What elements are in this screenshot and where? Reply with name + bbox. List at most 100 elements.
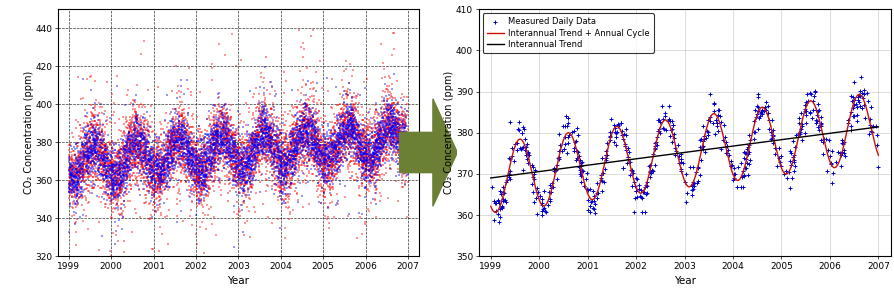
Point (296, 147, 310, 152)
Point (89, 112, 103, 117)
Point (235, 170, 249, 175)
Point (153, 172, 167, 177)
Point (127, 127, 141, 132)
Point (157, 164, 172, 169)
Point (71, 185, 85, 189)
Point (353, 155, 367, 160)
Point (392, 134, 406, 139)
Measured Daily Data (685, 165, 699, 170)
Point (145, 193, 159, 198)
Point (326, 151, 341, 156)
Point (128, 157, 142, 162)
Point (296, 153, 310, 158)
Point (74, 169, 89, 174)
Point (350, 154, 365, 159)
Point (100, 171, 114, 176)
Point (190, 155, 204, 160)
Point (343, 115, 358, 120)
Measured Daily Data (652, 127, 666, 131)
Point (237, 147, 251, 152)
Point (262, 122, 276, 127)
Point (311, 145, 325, 150)
Point (174, 136, 189, 141)
Point (70, 167, 84, 172)
Point (205, 149, 219, 154)
Point (139, 151, 153, 156)
Point (126, 141, 140, 146)
Point (227, 143, 241, 148)
Point (357, 130, 371, 135)
Point (209, 129, 224, 134)
Point (183, 171, 198, 176)
Point (372, 145, 386, 150)
Point (394, 145, 409, 150)
Point (73, 162, 88, 167)
Point (345, 113, 359, 118)
Point (218, 102, 232, 107)
Point (388, 124, 402, 129)
Point (348, 145, 362, 150)
Point (376, 124, 391, 129)
Point (182, 193, 197, 198)
Point (156, 159, 171, 164)
Point (62, 155, 76, 160)
Point (291, 136, 306, 141)
Point (344, 117, 358, 122)
Point (163, 138, 177, 143)
Point (364, 174, 378, 179)
Point (372, 127, 386, 132)
Point (239, 129, 253, 134)
Point (116, 191, 131, 196)
Point (267, 138, 282, 143)
Point (63, 167, 77, 171)
Point (228, 183, 242, 188)
Point (285, 126, 299, 131)
Point (378, 134, 392, 139)
Point (165, 130, 180, 135)
Point (350, 105, 365, 110)
Measured Daily Data (554, 148, 569, 153)
Point (269, 138, 283, 143)
Point (173, 149, 188, 154)
Point (396, 125, 410, 130)
Point (286, 156, 300, 161)
Point (356, 165, 370, 170)
Point (137, 125, 151, 130)
Point (295, 124, 309, 129)
Point (166, 143, 181, 148)
Point (251, 167, 266, 172)
Point (391, 148, 405, 152)
Point (121, 136, 135, 141)
Point (127, 121, 141, 126)
Point (149, 161, 164, 166)
Point (339, 151, 353, 156)
Point (354, 152, 368, 157)
Point (85, 156, 99, 161)
Point (211, 124, 225, 129)
Point (367, 109, 382, 114)
Point (175, 157, 190, 162)
Point (190, 136, 204, 141)
Point (328, 162, 342, 167)
Point (123, 114, 138, 119)
Point (344, 123, 358, 128)
Point (389, 135, 403, 140)
Point (272, 153, 286, 158)
Point (89, 151, 103, 156)
Point (355, 154, 369, 159)
Point (250, 118, 265, 123)
Point (204, 146, 218, 151)
Point (116, 122, 131, 127)
Point (210, 156, 224, 161)
Point (205, 168, 219, 173)
Point (261, 145, 275, 150)
Point (257, 125, 272, 130)
Point (272, 143, 286, 148)
Point (374, 143, 388, 148)
Point (362, 164, 376, 169)
Point (196, 158, 210, 163)
Point (150, 170, 164, 175)
Point (322, 163, 336, 168)
Point (333, 132, 347, 137)
Point (363, 149, 377, 154)
